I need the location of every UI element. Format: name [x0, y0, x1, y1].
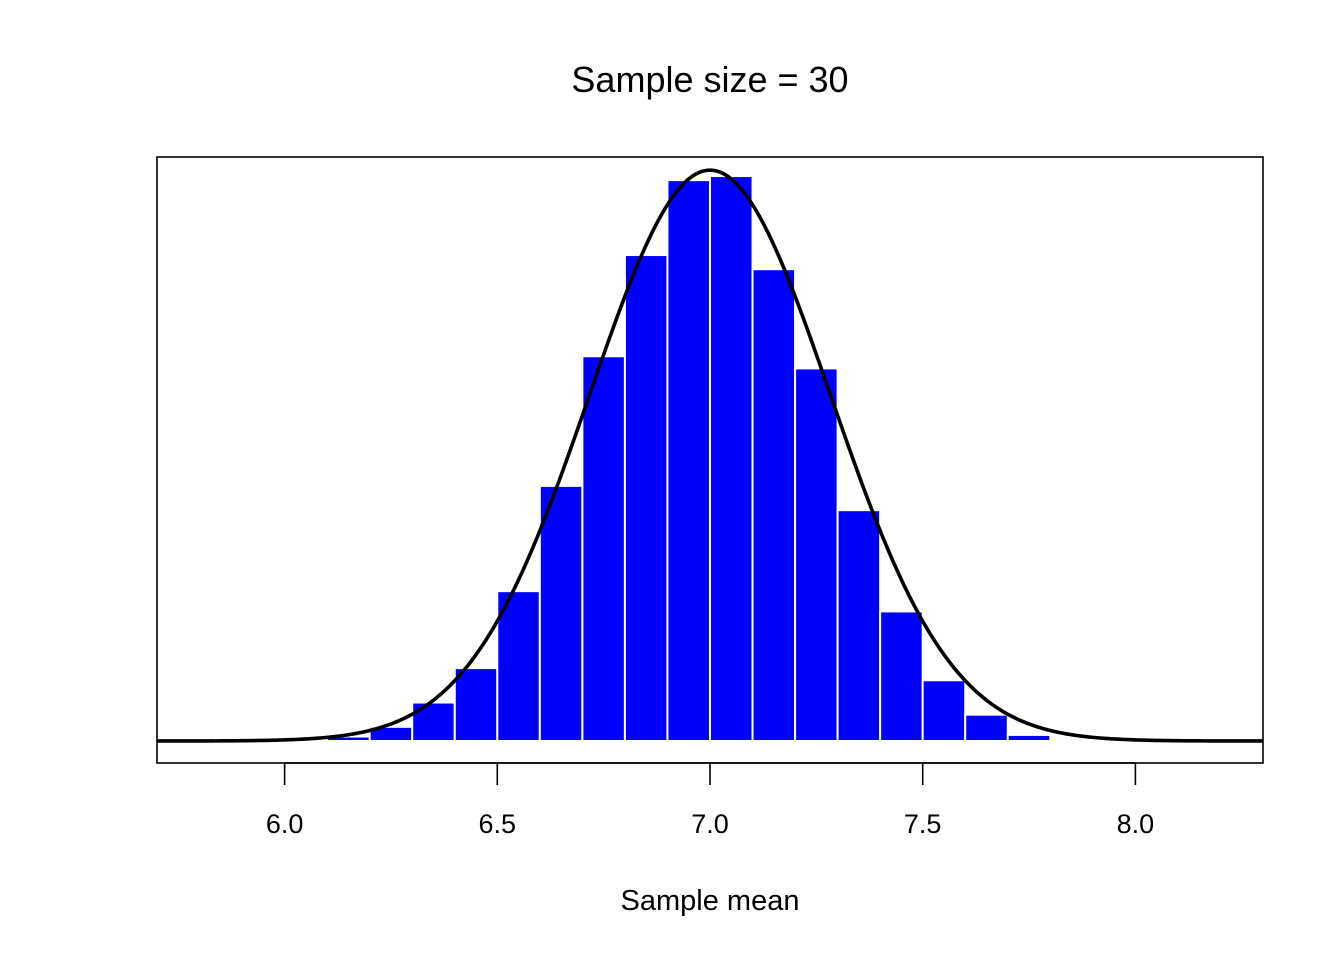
- histogram-bar: [879, 610, 924, 743]
- histogram-bar: [581, 355, 626, 742]
- histogram-bar: [709, 175, 754, 742]
- x-axis: 6.0 6.5 7.0 7.5 8.0: [266, 762, 1155, 839]
- histogram-bar: [538, 484, 584, 742]
- x-axis-label: Sample mean: [621, 885, 800, 917]
- histogram-bar: [623, 254, 669, 743]
- normal-density-curve: [157, 168, 1263, 743]
- histogram-bar: [921, 679, 967, 742]
- histogram-bar: [794, 367, 839, 742]
- histogram-bar: [1006, 733, 1052, 743]
- x-tick-label: 6.0: [266, 809, 304, 839]
- x-tick-label: 6.5: [479, 809, 517, 839]
- histogram-bar: [964, 713, 1009, 743]
- chart-title: Sample size = 30: [571, 59, 848, 100]
- histogram-bars: [326, 175, 1052, 743]
- histogram-bar: [666, 179, 712, 743]
- x-tick-label: 8.0: [1117, 809, 1155, 839]
- histogram-bar: [453, 667, 499, 742]
- x-tick-label: 7.0: [691, 809, 729, 839]
- histogram-bar: [751, 268, 797, 742]
- histogram-bar: [496, 590, 541, 743]
- x-tick-label: 7.5: [904, 809, 942, 839]
- histogram-bar: [836, 509, 882, 743]
- histogram-bar: [411, 701, 456, 743]
